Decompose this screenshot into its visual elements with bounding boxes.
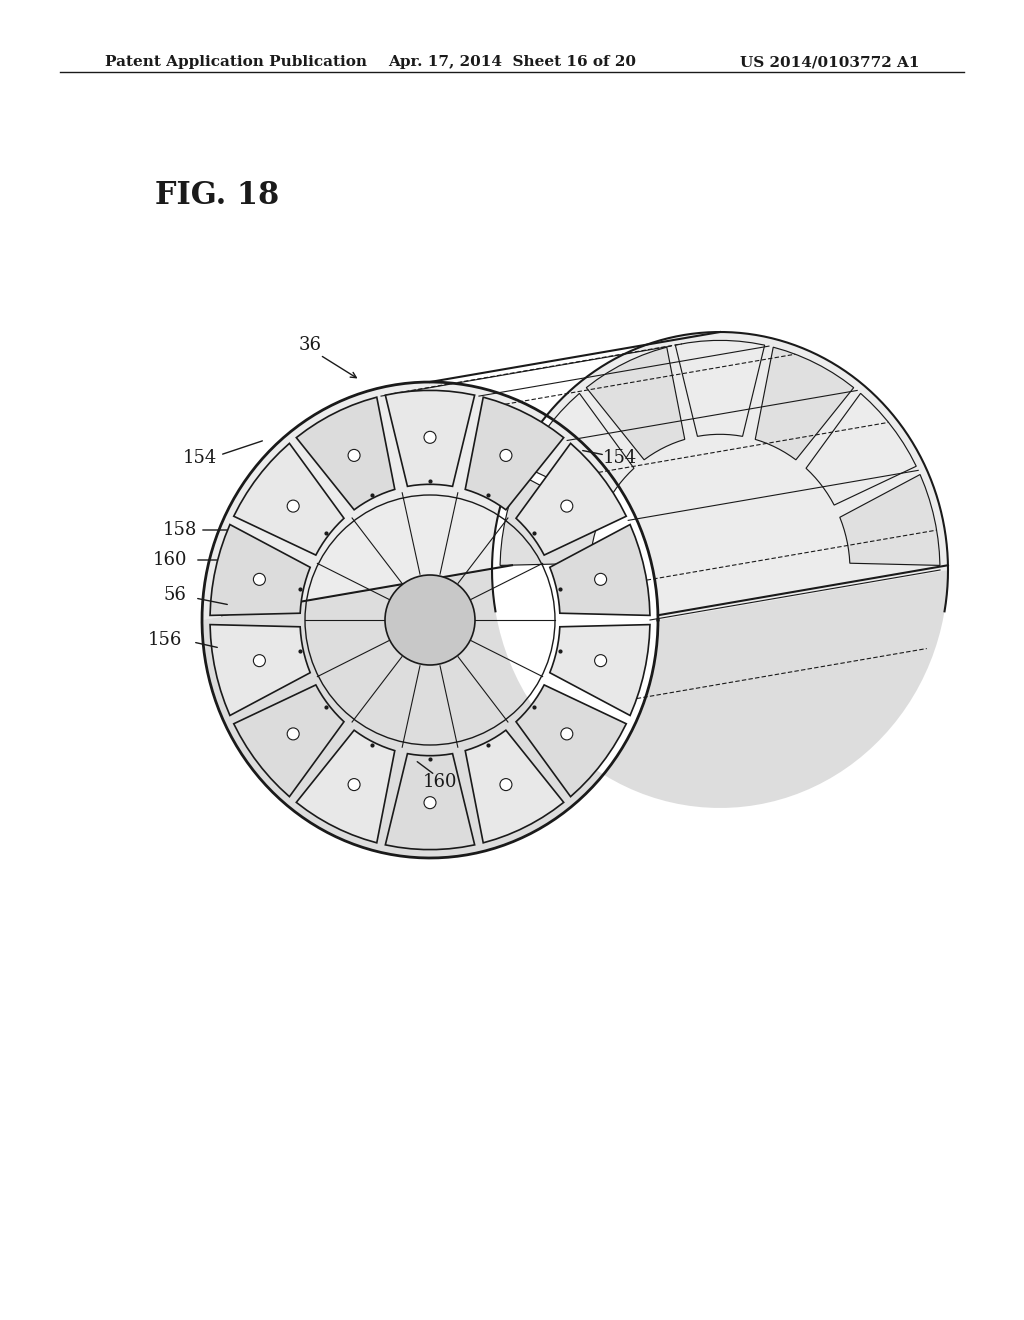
Circle shape xyxy=(253,655,265,667)
Polygon shape xyxy=(233,444,344,556)
Polygon shape xyxy=(385,391,475,486)
Circle shape xyxy=(561,500,572,512)
Circle shape xyxy=(287,727,299,741)
Circle shape xyxy=(348,449,360,462)
Text: Apr. 17, 2014  Sheet 16 of 20: Apr. 17, 2014 Sheet 16 of 20 xyxy=(388,55,636,69)
Text: 36: 36 xyxy=(299,337,322,354)
Text: 160: 160 xyxy=(153,550,187,569)
Text: 56: 56 xyxy=(164,586,186,605)
Circle shape xyxy=(253,573,265,585)
Text: 156: 156 xyxy=(147,631,182,649)
Polygon shape xyxy=(296,397,395,510)
Polygon shape xyxy=(840,474,940,565)
Polygon shape xyxy=(465,397,563,510)
Polygon shape xyxy=(550,624,650,715)
Text: 154: 154 xyxy=(183,449,217,467)
Polygon shape xyxy=(233,685,344,797)
Polygon shape xyxy=(516,685,627,797)
Polygon shape xyxy=(202,570,948,858)
Circle shape xyxy=(424,797,436,809)
Circle shape xyxy=(385,576,475,665)
Polygon shape xyxy=(516,444,627,556)
Text: 154: 154 xyxy=(603,449,637,467)
Text: 158: 158 xyxy=(163,521,198,539)
Polygon shape xyxy=(676,341,765,437)
Polygon shape xyxy=(465,730,563,843)
Text: US 2014/0103772 A1: US 2014/0103772 A1 xyxy=(740,55,920,69)
Polygon shape xyxy=(500,474,600,565)
Circle shape xyxy=(561,727,572,741)
Circle shape xyxy=(500,779,512,791)
Polygon shape xyxy=(385,754,475,850)
Polygon shape xyxy=(210,624,310,715)
Circle shape xyxy=(595,573,606,585)
Text: Patent Application Publication: Patent Application Publication xyxy=(105,55,367,69)
Polygon shape xyxy=(296,730,395,843)
Text: FIG. 18: FIG. 18 xyxy=(155,180,280,211)
Circle shape xyxy=(348,779,360,791)
Polygon shape xyxy=(587,347,685,459)
Circle shape xyxy=(424,432,436,444)
Polygon shape xyxy=(806,393,916,506)
Circle shape xyxy=(595,655,606,667)
Polygon shape xyxy=(523,393,634,506)
Polygon shape xyxy=(756,347,854,459)
Polygon shape xyxy=(210,524,310,615)
Polygon shape xyxy=(202,333,948,620)
Text: 160: 160 xyxy=(423,774,458,791)
Polygon shape xyxy=(550,524,650,615)
Circle shape xyxy=(500,449,512,462)
Circle shape xyxy=(287,500,299,512)
